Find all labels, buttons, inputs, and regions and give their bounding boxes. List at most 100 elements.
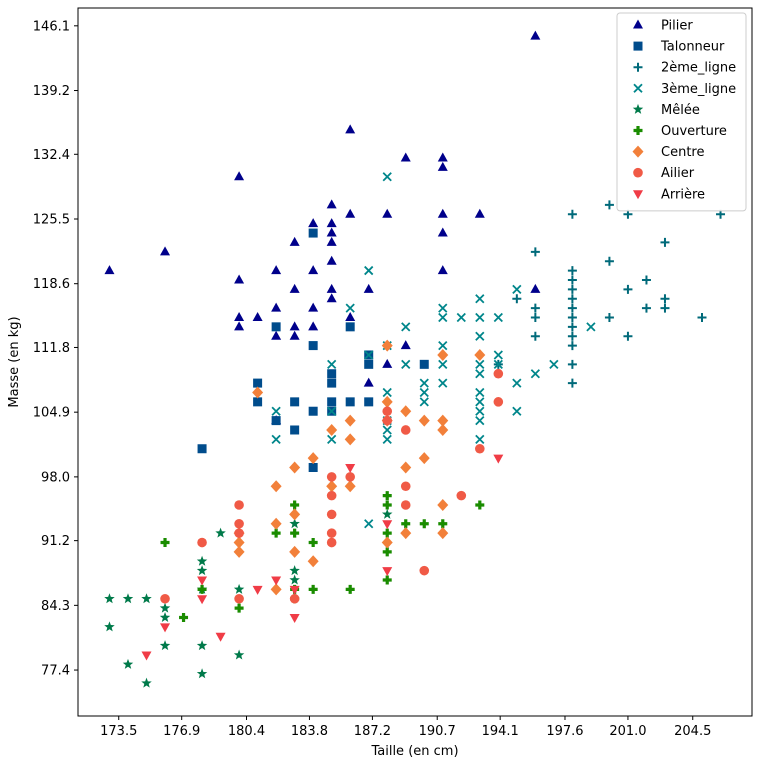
y-tick-label: 118.6: [33, 277, 70, 292]
legend-marker: [633, 167, 643, 178]
data-point: [474, 348, 486, 361]
data-point: [234, 171, 245, 181]
data-point: [530, 331, 540, 341]
y-tick-label: 84.3: [41, 599, 70, 614]
data-point: [381, 536, 393, 549]
data-point: [530, 30, 541, 40]
data-point: [437, 152, 448, 162]
data-point: [382, 387, 392, 398]
data-point: [270, 480, 282, 493]
data-point: [289, 330, 300, 340]
data-point: [512, 378, 522, 388]
data-point: [344, 480, 356, 493]
y-tick-label: 91.2: [41, 534, 70, 549]
data-point: [308, 462, 318, 472]
data-point: [197, 595, 208, 605]
legend-label: 3ème_ligne: [661, 82, 736, 97]
data-point: [271, 406, 281, 416]
data-point: [586, 322, 596, 332]
data-point: [475, 312, 485, 323]
data-point: [289, 614, 300, 624]
data-point: [289, 565, 300, 576]
data-point: [512, 294, 522, 304]
data-point: [419, 378, 429, 388]
data-point: [623, 284, 633, 294]
data-point: [382, 406, 393, 417]
x-tick-label: 201.0: [609, 724, 646, 739]
data-point: [382, 208, 393, 218]
x-tick-label: 180.4: [228, 724, 265, 739]
y-tick-label: 139.2: [33, 84, 70, 99]
data-point: [271, 528, 281, 538]
data-point: [382, 434, 392, 445]
x-axis-ticks: 173.5 176.9 180.4 183.8 187.2 190.7 194.1 197.6…: [100, 716, 711, 739]
x-tick-label: 176.9: [163, 724, 200, 739]
data-point: [475, 406, 485, 416]
data-point: [604, 256, 614, 266]
data-point: [234, 593, 244, 604]
data-point: [437, 265, 448, 275]
data-point: [345, 463, 356, 473]
data-point: [308, 228, 318, 238]
data-point: [437, 499, 449, 512]
legend-marker: [633, 126, 643, 135]
data-point: [327, 369, 337, 379]
data-point: [493, 359, 503, 369]
data-point: [567, 322, 577, 332]
data-point: [308, 538, 318, 548]
data-point: [475, 443, 485, 454]
data-point: [141, 651, 152, 661]
data-point: [326, 227, 337, 237]
data-point: [382, 567, 393, 577]
data-point: [234, 518, 244, 529]
data-point: [567, 284, 577, 294]
data-point: [382, 500, 392, 510]
data-point: [382, 415, 393, 426]
data-point: [197, 584, 207, 594]
data-point: [160, 538, 170, 548]
data-point: [419, 359, 429, 369]
y-tick-label: 132.4: [33, 148, 70, 163]
legend-label: Talonneur: [660, 40, 725, 55]
data-point: [419, 519, 429, 529]
data-point: [401, 519, 411, 529]
legend-label: Centre: [661, 145, 704, 160]
data-point: [327, 397, 337, 407]
data-point: [438, 359, 448, 369]
legend: Pilier Talonneur 2ème_ligne 3ème_ligne Mêlée…: [616, 12, 747, 212]
data-point: [234, 274, 245, 284]
data-point: [400, 461, 412, 474]
data-point: [400, 405, 412, 418]
data-point: [289, 585, 300, 595]
legend-box: [616, 12, 747, 212]
data-point: [400, 425, 411, 435]
data-point: [381, 508, 393, 519]
y-tick-label: 111.8: [33, 341, 70, 356]
data-point: [141, 593, 152, 604]
data-point: [289, 236, 300, 246]
data-point: [475, 359, 485, 369]
data-point: [438, 340, 448, 351]
y-axis-label: Masse (en kg): [7, 316, 22, 407]
data-point: [197, 444, 207, 454]
data-point: [364, 519, 374, 529]
data-point: [327, 359, 337, 369]
data-point: [382, 491, 392, 501]
data-point: [604, 200, 614, 210]
data-point: [215, 632, 226, 642]
data-point: [456, 312, 466, 323]
data-point: [660, 294, 670, 304]
data-point: [493, 312, 503, 323]
data-point: [382, 520, 393, 530]
series-5: [160, 491, 485, 623]
x-tick-label: 183.8: [291, 724, 328, 739]
data-point: [271, 322, 281, 332]
data-point: [326, 423, 338, 436]
data-point: [697, 312, 707, 322]
series-4: [104, 508, 393, 688]
data-point: [160, 246, 171, 256]
data-point: [567, 359, 577, 369]
data-point: [326, 528, 337, 538]
data-point: [418, 452, 430, 465]
